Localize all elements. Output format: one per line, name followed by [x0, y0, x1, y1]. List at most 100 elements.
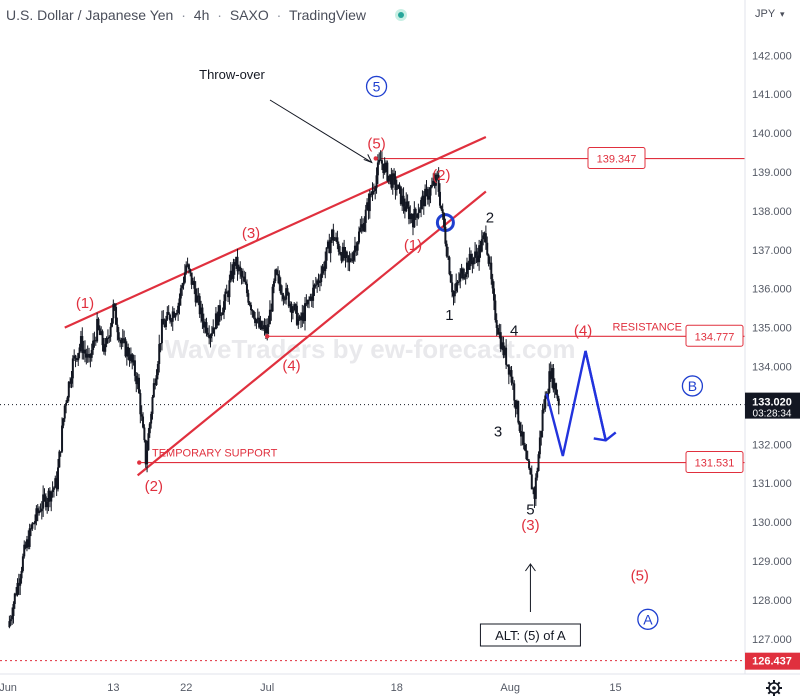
currency-dropdown-icon[interactable]: ▾ [780, 10, 785, 20]
projection-arrowhead [593, 431, 617, 442]
candle-body [85, 353, 88, 358]
candle-body [163, 324, 166, 328]
candle-body [371, 190, 374, 196]
candle-body [414, 208, 417, 215]
candle-body [143, 427, 146, 441]
candle-body [298, 316, 301, 320]
candle-body [285, 288, 288, 300]
candle-body [35, 508, 38, 522]
candle-body [518, 422, 521, 431]
level-anchor-dot [265, 334, 270, 339]
candle-body [555, 383, 558, 395]
candle-body [88, 354, 91, 356]
candle-body [351, 260, 354, 262]
candle-body [233, 262, 236, 266]
candle-body [52, 487, 55, 490]
candle-body [463, 277, 466, 279]
candle-body [46, 501, 49, 508]
candle-body [17, 582, 20, 586]
candle-body [154, 383, 157, 385]
candle-body [379, 159, 382, 161]
currency-label[interactable]: JPY [755, 8, 776, 20]
candle-body [349, 258, 352, 261]
candle-body [44, 496, 47, 508]
candle-body [48, 490, 51, 502]
candle-body [436, 174, 439, 176]
candle-body [274, 269, 277, 282]
candle-body [411, 219, 414, 228]
candle-body [540, 430, 543, 438]
candle-body [166, 311, 169, 320]
level-label: 134.777 [695, 331, 735, 343]
candle-body [69, 381, 72, 384]
candle-body [286, 288, 289, 293]
candle-body [110, 318, 113, 327]
wave-label: (5) [367, 136, 385, 153]
candle-body [214, 313, 217, 330]
candle-body [102, 345, 105, 352]
candle-body [133, 360, 136, 376]
time-axis[interactable]: Jun 13 22 Jul 18 Aug 15 [0, 673, 800, 694]
candle-body [517, 401, 520, 423]
annotations-layer: Throw-over ALT: (5) of A [137, 67, 581, 647]
candle-body [336, 237, 339, 244]
candle-body [177, 305, 180, 313]
candle-body [51, 489, 54, 492]
circled-wave-label: A [643, 611, 653, 627]
candle-body [372, 190, 375, 192]
settings-gear-icon[interactable] [766, 680, 782, 696]
price-axis[interactable]: JPY ▾ 142.000 141.000 140.000 139.000 138.00… [744, 0, 800, 674]
candle-body [453, 291, 456, 297]
candle-body [252, 310, 255, 318]
candle-body [97, 319, 100, 329]
candle-body [321, 266, 324, 274]
candle-body [197, 295, 200, 297]
candle-body [218, 305, 221, 316]
candle-body [98, 328, 101, 335]
candle-body [50, 491, 53, 502]
candle-body [283, 299, 286, 301]
candle-body [169, 314, 172, 321]
candle-body [20, 570, 23, 579]
candle-body [231, 270, 234, 279]
market-status-dot-icon [398, 12, 404, 18]
candle-body [92, 340, 95, 350]
candle-body [32, 523, 35, 525]
grid-layer [0, 404, 745, 662]
candle-body [502, 342, 505, 356]
candle-body [144, 440, 147, 465]
candle-body [329, 239, 332, 254]
candle-body [476, 255, 479, 263]
price-tick-label: 142.000 [752, 50, 792, 62]
candle-body [90, 349, 93, 358]
price-tick-label: 132.000 [752, 439, 792, 451]
candle-body [552, 368, 555, 390]
header-title[interactable]: U.S. Dollar / Japanese Yen · 4h · SAXO ·… [6, 7, 367, 23]
level-name: RESISTANCE [613, 321, 682, 333]
wave-label: (1) [76, 295, 94, 312]
header-exchange: SAXO [230, 7, 269, 23]
candle-body [480, 239, 483, 252]
wave-circle [365, 75, 388, 98]
plot-area[interactable]: WaveTraders by ew-forecast.com 139.34713… [0, 67, 745, 662]
candle-body [432, 180, 435, 185]
candle-body [428, 195, 431, 200]
chart-header: U.S. Dollar / Japanese Yen · 4h · SAXO ·… [6, 7, 407, 23]
candle-body [382, 163, 385, 173]
candle-body [549, 371, 552, 379]
candle-body [449, 274, 452, 283]
candle-body [430, 184, 433, 188]
candle-body [455, 282, 458, 292]
candle-body [101, 331, 104, 346]
candle-body [247, 293, 250, 303]
candle-body [136, 377, 139, 385]
candle-body [245, 283, 248, 294]
candle-body [93, 340, 96, 342]
candle-body [358, 231, 361, 243]
candle-body [367, 202, 370, 212]
candle-body [272, 281, 275, 287]
candle-body [263, 325, 266, 328]
candle-body [510, 370, 513, 383]
candle-body [305, 303, 308, 305]
